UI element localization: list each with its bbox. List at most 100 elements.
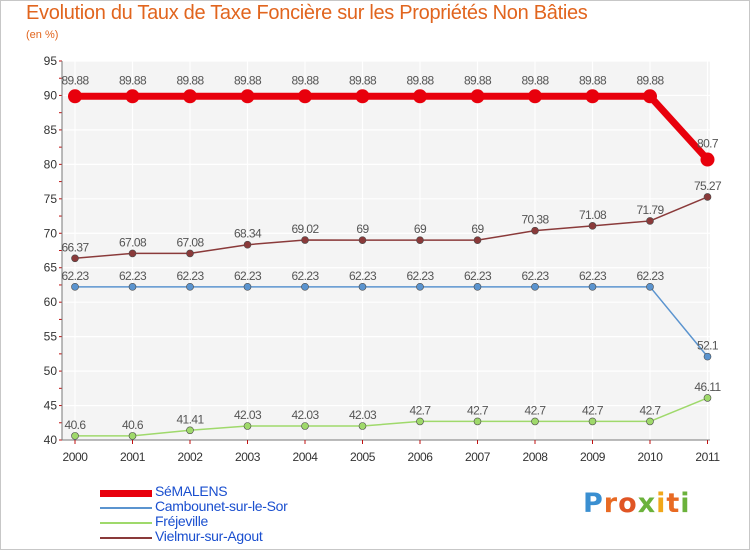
data-label: 62.23 [579, 269, 607, 283]
data-label: 70.38 [521, 213, 549, 227]
data-label: 62.23 [119, 269, 147, 283]
data-point [473, 236, 482, 244]
x-tick-label: 2007 [465, 450, 491, 464]
data-point [531, 283, 539, 291]
data-point [703, 352, 712, 361]
data-label: 42.7 [582, 403, 604, 417]
data-point [588, 222, 597, 230]
data-label: 62.23 [349, 269, 377, 283]
data-point [646, 417, 654, 426]
data-label: 89.88 [234, 73, 262, 87]
data-label: 89.88 [291, 73, 319, 87]
data-point [71, 254, 79, 263]
data-label: 71.79 [636, 203, 664, 217]
data-label: 42.7 [525, 403, 547, 417]
data-point [703, 394, 712, 402]
data-label: 62.23 [636, 269, 664, 283]
data-label: 42.7 [410, 403, 432, 417]
data-point [585, 89, 600, 104]
data-point [588, 417, 597, 426]
data-label: 80.7 [697, 137, 719, 151]
data-label: 89.88 [406, 73, 434, 87]
y-tick-label: 65 [44, 261, 58, 275]
data-point [588, 283, 597, 291]
y-tick-label: 50 [44, 364, 58, 378]
series-vielmur-sur-agout: 66.37 67.08 67.08 68.34 69.02 69 69 69 70.38 71.0… [61, 179, 723, 263]
data-point [128, 432, 137, 440]
x-tick-label: 2001 [120, 450, 146, 464]
data-label: 40.6 [65, 418, 87, 432]
legend-swatch [100, 522, 152, 524]
data-label: 62.23 [291, 269, 319, 283]
data-point [125, 89, 140, 104]
series-line [74, 196, 709, 260]
data-point [416, 283, 424, 291]
data-point [298, 89, 312, 104]
data-label: 41.41 [176, 412, 204, 426]
data-point [473, 417, 482, 426]
legend-swatch [100, 507, 152, 509]
legend-swatch [100, 537, 152, 539]
y-tick-label: 85 [44, 123, 58, 137]
data-point [186, 283, 194, 291]
x-tick-label: 2010 [637, 450, 663, 464]
data-point [416, 236, 424, 244]
data-point [355, 89, 370, 104]
data-label: 62.23 [521, 269, 549, 283]
legend-item: SéMALENS [100, 483, 340, 500]
y-tick-label: 75 [44, 192, 58, 206]
data-point [531, 417, 539, 426]
data-point [473, 283, 482, 291]
data-label: 89.88 [61, 73, 89, 87]
x-tick-label: 2009 [580, 450, 606, 464]
x-tick-label: 2002 [177, 450, 203, 464]
data-label: 71.08 [579, 208, 607, 222]
x-tick-label: 2006 [407, 450, 433, 464]
data-point [700, 152, 715, 167]
data-label: 62.23 [61, 269, 89, 283]
y-tick-label: 45 [44, 399, 58, 413]
y-tick-label: 55 [44, 330, 58, 344]
data-point [531, 226, 539, 235]
data-label: 62.23 [176, 269, 204, 283]
data-point [128, 249, 137, 258]
data-point [646, 217, 654, 225]
x-tick-label: 2004 [292, 450, 318, 464]
data-point [183, 89, 197, 104]
y-tick-label: 95 [44, 54, 58, 68]
x-tick-label: 2011 [695, 450, 720, 464]
data-point [528, 89, 542, 104]
data-label: 42.7 [640, 403, 662, 417]
data-point [243, 240, 252, 249]
data-label: 42.03 [234, 408, 262, 422]
data-point [243, 283, 252, 291]
data-label: 75.27 [694, 179, 722, 193]
data-label: 69 [356, 222, 369, 236]
x-tick-label: 2000 [62, 450, 88, 464]
y-tick-label: 70 [44, 226, 58, 240]
data-point [243, 422, 252, 430]
data-label: 89.88 [579, 73, 607, 87]
data-point [358, 283, 367, 291]
legend-label: Cambounet-sur-le-Sor [155, 498, 288, 514]
data-label: 42.7 [467, 403, 489, 417]
data-point [413, 89, 427, 104]
data-point [68, 89, 82, 104]
data-point [301, 236, 309, 244]
data-point [416, 417, 424, 426]
data-point [358, 236, 367, 244]
y-tick-label: 40 [44, 433, 58, 447]
proxiti-logo: Proxiti [583, 488, 691, 519]
legend-item: Cambounet-sur-le-Sor [100, 498, 340, 515]
data-point [71, 283, 79, 291]
chart-title: Evolution du Taux de Taxe Foncière sur l… [26, 2, 588, 24]
legend-swatch [100, 489, 152, 497]
data-point [186, 426, 194, 435]
data-point [301, 422, 309, 430]
y-tick-label: 80 [44, 157, 58, 171]
data-point [186, 249, 194, 258]
x-tick-label: 2003 [235, 450, 261, 464]
data-label: 52.1 [697, 339, 719, 353]
series-line [74, 397, 709, 437]
